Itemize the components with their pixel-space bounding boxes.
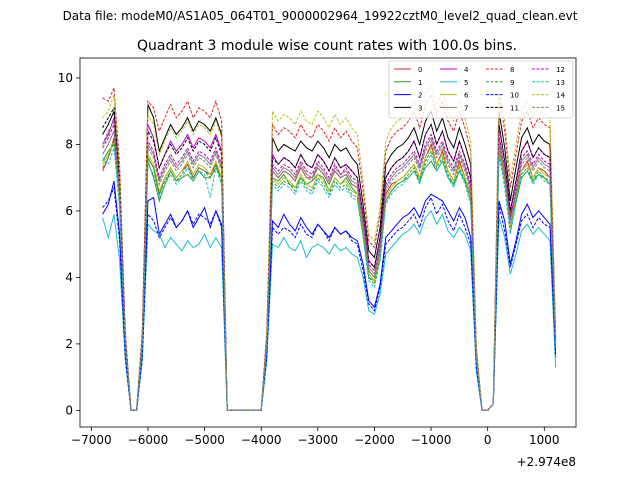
x-tick-label: −2000	[354, 433, 395, 447]
x-tick-label: −7000	[71, 433, 112, 447]
legend-label: 1	[418, 79, 422, 87]
x-tick-label: −3000	[298, 433, 339, 447]
legend-label: 5	[464, 79, 468, 87]
series-15-line	[102, 119, 557, 411]
x-tick-label: 0	[484, 433, 492, 447]
series-3-line	[102, 104, 557, 411]
y-tick-label: 0	[65, 403, 73, 417]
x-tick-label: −1000	[411, 433, 452, 447]
series-8-line	[102, 87, 557, 411]
x-tick-label: −6000	[128, 433, 169, 447]
y-tick-label: 10	[58, 71, 73, 85]
y-tick-label: 2	[65, 337, 73, 351]
legend-label: 13	[556, 79, 565, 87]
legend-label: 6	[464, 92, 469, 100]
x-offset-label: +2.974e8	[517, 455, 576, 469]
chart-suptitle: Data file: modeM0/AS1A05_064T01_90000029…	[63, 9, 578, 23]
legend-label: 2	[418, 92, 422, 100]
legend-label: 10	[510, 92, 519, 100]
legend-box	[388, 60, 574, 119]
legend-label: 0	[418, 66, 422, 74]
x-tick-label: −5000	[184, 433, 225, 447]
series-14-line	[102, 83, 557, 411]
plot-lines	[102, 83, 557, 411]
series-10-line	[102, 185, 557, 411]
series-7-line	[102, 130, 557, 411]
y-tick-label: 4	[65, 270, 73, 284]
x-axis: −7000 −6000 −5000 −4000 −3000 −2000 −1000 0 1000	[71, 427, 560, 447]
series-11-line	[102, 106, 557, 411]
x-tick-label: −4000	[241, 433, 282, 447]
legend-label: 12	[556, 66, 565, 74]
chart-title: Quadrant 3 module wise count rates with …	[137, 38, 517, 54]
y-tick-label: 6	[65, 204, 73, 218]
legend-label: 8	[510, 66, 514, 74]
x-tick-label: 1000	[529, 433, 560, 447]
legend-label: 14	[556, 92, 565, 100]
series-2-line	[102, 180, 557, 411]
y-axis: 0 2 4 6 8 10	[58, 71, 80, 417]
legend-label: 3	[418, 104, 422, 112]
y-tick-label: 8	[65, 137, 73, 151]
legend-label: 11	[510, 104, 519, 112]
legend-label: 15	[556, 104, 565, 112]
series-13-line	[102, 147, 557, 411]
plot-frame	[79, 57, 577, 428]
legend-label: 9	[510, 79, 514, 87]
legend-label: 7	[464, 104, 468, 112]
legend-label: 4	[464, 66, 469, 74]
